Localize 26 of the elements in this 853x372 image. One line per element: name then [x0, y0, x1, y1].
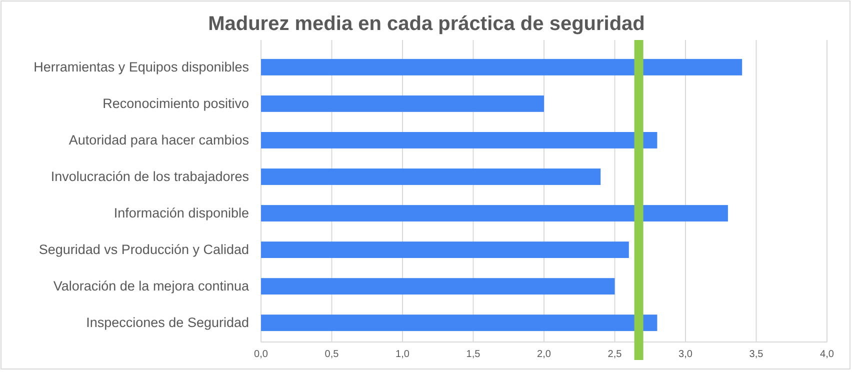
- bar: [261, 242, 629, 258]
- y-tick-label: Autoridad para hacer cambios: [68, 132, 250, 148]
- x-tick-label: 4,0: [820, 349, 834, 360]
- x-tick-label: 3,0: [678, 349, 693, 360]
- bar: [261, 314, 658, 332]
- x-tick-label: 0,0: [254, 349, 268, 360]
- x-tick-label: 0,5: [324, 349, 340, 360]
- bar: [261, 95, 544, 112]
- x-tick-label: 3,5: [749, 349, 764, 360]
- y-tick-label: Involucración de los trabajadores: [50, 169, 250, 184]
- bar: [261, 58, 742, 76]
- bar: [261, 278, 615, 295]
- bar: [261, 132, 658, 148]
- y-tick-label: Inspecciones de Seguridad: [86, 315, 249, 330]
- y-tick-label: Reconocimiento positivo: [102, 96, 249, 112]
- x-tick-label: 1,5: [466, 349, 481, 360]
- y-tick-label: Información disponible: [114, 206, 249, 221]
- chart-title: Madurez media en cada práctica de seguridad: [208, 13, 645, 35]
- y-tick-label: Valoración de la mejora continua: [53, 278, 250, 294]
- x-tick-label: 2,5: [608, 349, 622, 360]
- y-tick-label: Seguridad vs Producción y Calidad: [38, 242, 249, 258]
- y-tick-label: Herramientas y Equipos disponibles: [34, 59, 250, 74]
- bar: [261, 205, 728, 222]
- x-tick-label: 2,0: [537, 349, 552, 360]
- bar: [261, 168, 601, 185]
- x-tick-label: 1,0: [396, 349, 410, 360]
